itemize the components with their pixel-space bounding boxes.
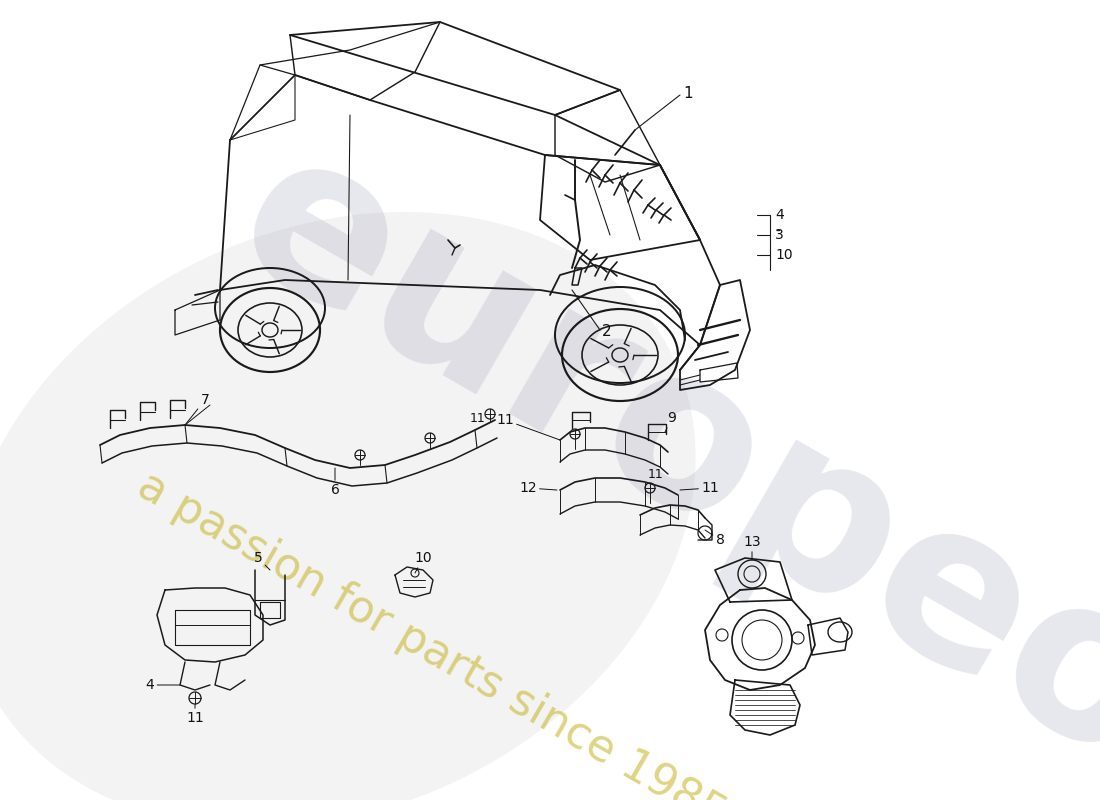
- Text: 2: 2: [602, 325, 612, 339]
- Text: 12: 12: [519, 481, 557, 495]
- Ellipse shape: [0, 212, 695, 800]
- Text: 10: 10: [415, 551, 432, 573]
- Text: 6: 6: [331, 468, 340, 497]
- Text: 11: 11: [186, 705, 204, 725]
- Text: 8: 8: [705, 530, 725, 547]
- Text: 4: 4: [776, 208, 783, 222]
- Text: 13: 13: [744, 535, 761, 560]
- Text: 11: 11: [470, 411, 486, 425]
- Text: 11: 11: [496, 413, 560, 440]
- Text: 3: 3: [776, 228, 783, 242]
- Text: 7: 7: [185, 393, 209, 425]
- Text: 11: 11: [680, 481, 719, 495]
- Text: 11: 11: [648, 469, 663, 482]
- Text: 1: 1: [683, 86, 693, 101]
- Text: 9: 9: [666, 411, 676, 432]
- Text: -: -: [776, 225, 780, 239]
- Text: 10: 10: [776, 248, 793, 262]
- Text: a passion for parts since 1985: a passion for parts since 1985: [130, 463, 733, 800]
- Text: 5: 5: [254, 551, 270, 570]
- Text: europeoes: europeoes: [200, 108, 1100, 800]
- Text: 4: 4: [145, 678, 180, 692]
